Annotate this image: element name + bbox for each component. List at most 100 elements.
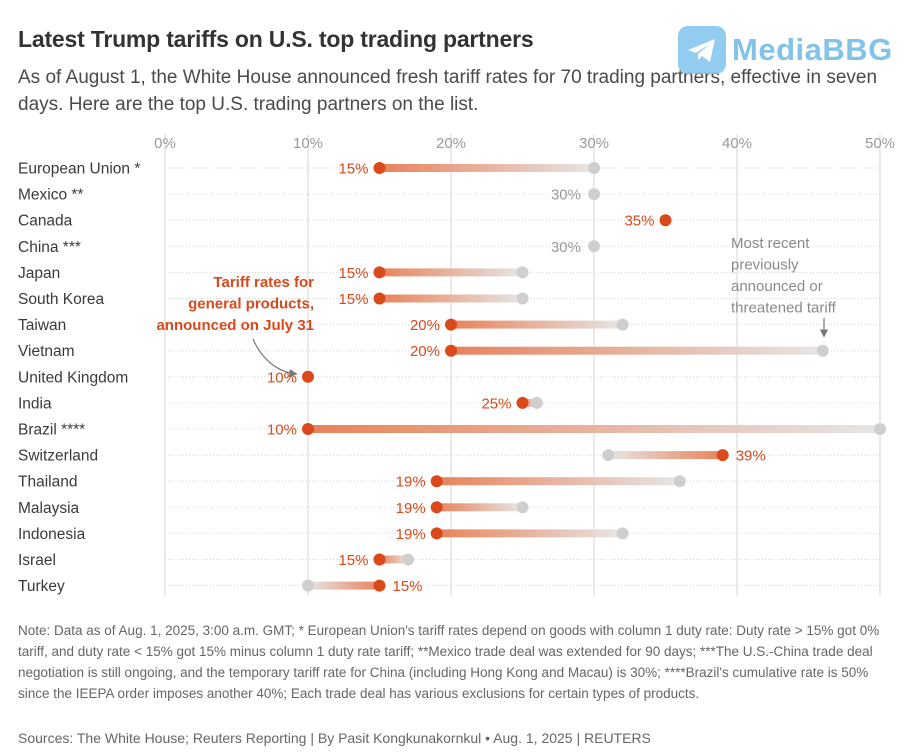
- country-label: Switzerland: [18, 448, 98, 465]
- previous-rate-dot: [816, 344, 829, 357]
- new-rate-label: 25%: [481, 395, 511, 412]
- previous-rate-dot: [673, 475, 686, 488]
- change-bar: [451, 320, 623, 329]
- change-bar: [436, 529, 623, 538]
- chart-subtitle: As of August 1, the White House announce…: [18, 67, 878, 115]
- country-label: Malaysia: [18, 500, 80, 517]
- country-label: Japan: [18, 265, 60, 282]
- x-tick-label: 0%: [154, 135, 176, 152]
- country-label: Mexico **: [18, 187, 83, 204]
- new-rate-dot: [373, 266, 386, 279]
- previous-rate-dot: [516, 292, 529, 305]
- new-rate-dot: [430, 475, 443, 488]
- annotation-new-rate: general products,: [188, 296, 314, 313]
- change-bar: [308, 581, 380, 590]
- x-tick-label: 50%: [865, 135, 895, 152]
- previous-rate-dot: [530, 396, 543, 409]
- country-label: Taiwan: [18, 317, 66, 334]
- previous-rate-dot: [402, 553, 415, 566]
- x-tick-label: 10%: [293, 135, 323, 152]
- country-row: Mexico ** 30%: [18, 187, 600, 204]
- x-tick-label: 40%: [722, 135, 752, 152]
- country-row: Vietnam 20%: [18, 343, 829, 360]
- change-bar: [308, 425, 880, 433]
- country-label: China ***: [18, 239, 81, 256]
- new-rate-label: 15%: [338, 552, 368, 569]
- telegram-icon: [678, 26, 726, 74]
- country-row: Israel 15%: [18, 552, 415, 569]
- new-rate-label: 20%: [410, 343, 440, 360]
- new-rate-label: 19%: [396, 500, 426, 517]
- annotation-previous-rate: previously: [731, 257, 799, 274]
- country-label: Thailand: [18, 474, 77, 491]
- country-row: European Union * 15%: [18, 161, 600, 178]
- change-bar: [522, 398, 537, 407]
- new-rate-label: 10%: [267, 422, 297, 439]
- new-rate-dot: [716, 449, 729, 462]
- country-row: Taiwan 20%: [18, 317, 629, 334]
- annotation-new-rate: Tariff rates for: [213, 274, 314, 291]
- previous-rate-dot: [516, 501, 529, 514]
- country-label: Israel: [18, 552, 56, 569]
- country-label: India: [18, 395, 52, 412]
- new-rate-label: 15%: [338, 161, 368, 178]
- country-row: South Korea 15%: [18, 291, 529, 308]
- x-axis-ticks: 0% 10% 20% 30% 40% 50%: [154, 135, 895, 152]
- change-bar: [436, 503, 523, 512]
- country-row: Thailand 19%: [18, 474, 686, 491]
- new-rate-label: 10%: [267, 369, 297, 386]
- country-row: United Kingdom 10%: [18, 369, 314, 386]
- new-rate-label: 15%: [338, 291, 368, 308]
- country-label: Canada: [18, 213, 73, 230]
- country-label: Turkey: [18, 578, 65, 595]
- annotations: Tariff rates for general products, announc…: [156, 235, 837, 378]
- new-rate-dot: [445, 344, 457, 357]
- watermark-text: MediaBBG: [732, 32, 893, 67]
- sources-line: Sources: The White House; Reuters Report…: [18, 730, 651, 746]
- new-rate-dot: [302, 370, 314, 383]
- country-label: Vietnam: [18, 343, 75, 360]
- new-rate-dot: [516, 396, 529, 409]
- x-tick-label: 30%: [579, 135, 609, 152]
- new-rate-dot: [373, 579, 386, 592]
- country-row: Brazil **** 10%: [18, 422, 886, 439]
- change-bar: [608, 451, 723, 460]
- new-rate-dot: [373, 553, 386, 566]
- new-rate-label: 15%: [393, 578, 423, 595]
- new-rate-label: 35%: [624, 213, 654, 230]
- annotation-arrow: [252, 338, 298, 378]
- country-row: India 25%: [18, 395, 543, 412]
- watermark-logo: MediaBBG: [676, 26, 910, 78]
- country-row: Switzerland 39%: [18, 448, 766, 465]
- new-rate-dot: [430, 501, 443, 514]
- new-rate-dot: [659, 214, 672, 227]
- new-rate-label: 19%: [396, 526, 426, 543]
- annotation-new-rate: announced on July 31: [156, 317, 314, 334]
- country-row: China *** 30%: [18, 239, 600, 256]
- country-label: Brazil ****: [18, 422, 85, 439]
- new-rate-label: 39%: [736, 448, 766, 465]
- previous-rate-dot: [602, 449, 615, 462]
- new-rate-label: 19%: [396, 474, 426, 491]
- new-rate-dot: [430, 527, 443, 540]
- new-rate-dot: [373, 292, 386, 305]
- new-rate-dot: [373, 162, 386, 174]
- chart-title: Latest Trump tariffs on U.S. top trading…: [18, 26, 534, 52]
- change-bar: [379, 555, 409, 564]
- new-rate-label: 15%: [338, 265, 368, 282]
- previous-rate-dot: [588, 188, 600, 201]
- previous-rate-dot: [302, 579, 314, 592]
- change-bar: [436, 477, 680, 486]
- country-row: Japan 15%: [18, 265, 529, 282]
- country-row: Turkey 15%: [18, 578, 423, 595]
- footnote: Note: Data as of Aug. 1, 2025, 3:00 a.m.…: [18, 623, 880, 701]
- country-row: Malaysia 19%: [18, 500, 529, 517]
- country-label: Indonesia: [18, 526, 86, 543]
- country-label: United Kingdom: [18, 369, 128, 386]
- previous-rate-dot: [588, 240, 600, 253]
- change-bar: [379, 164, 594, 172]
- change-bar: [379, 268, 523, 277]
- dumbbell-chart: 0% 10% 20% 30% 40% 50% European Union * 15% Mex…: [18, 134, 895, 596]
- previous-rate-dot: [874, 423, 886, 435]
- change-bar: [379, 294, 523, 303]
